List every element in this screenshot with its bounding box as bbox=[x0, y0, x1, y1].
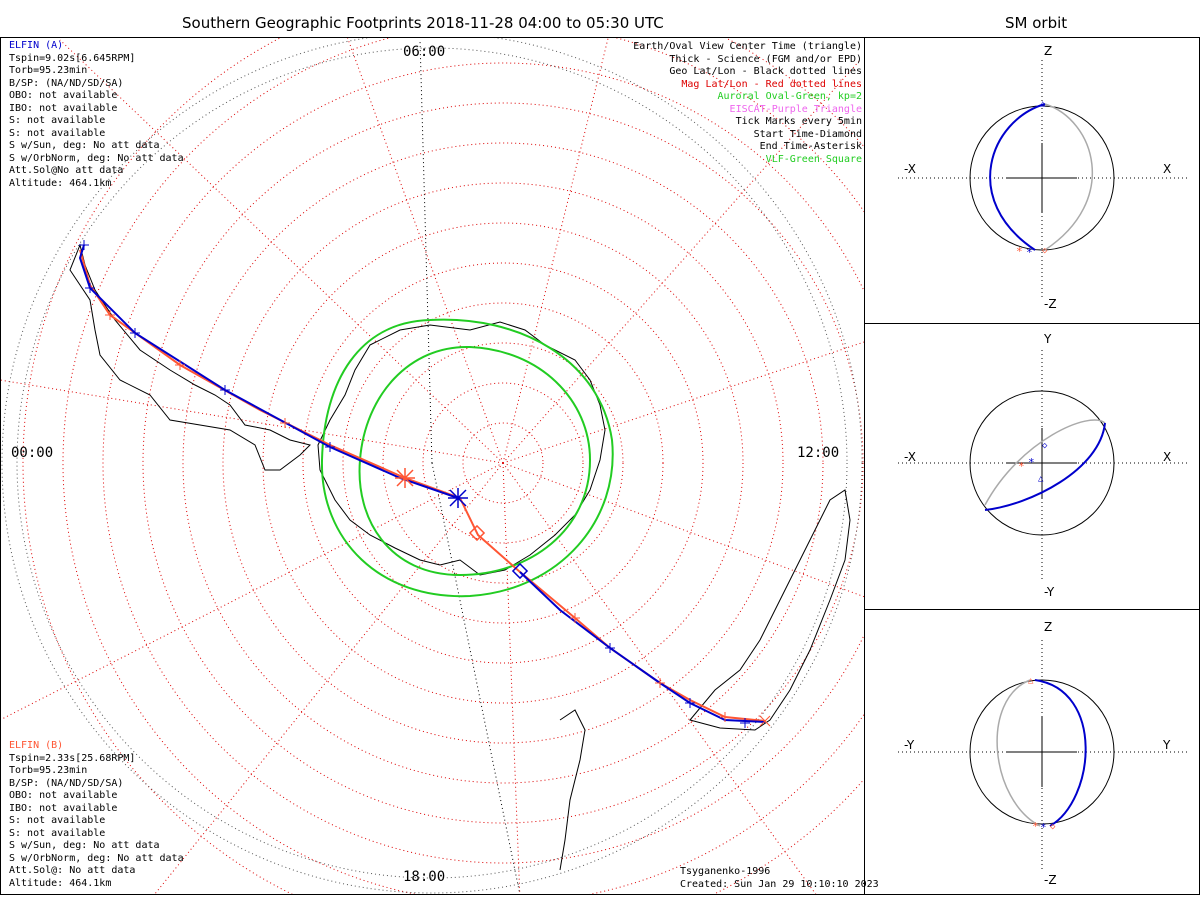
auroral-oval-outer bbox=[320, 318, 614, 598]
sm1-label-top: Z bbox=[1044, 44, 1053, 58]
elfin-b-line: B/SP: (NA/ND/SD/SA) bbox=[9, 777, 124, 789]
legend-item: Thick - Science (FGM and/or EPD) bbox=[669, 53, 862, 65]
elfin-a-name: ELFIN (A) bbox=[9, 40, 64, 51]
sm2-label-top: Y bbox=[1044, 332, 1052, 346]
legend-item: End Time-Asterisk bbox=[759, 141, 862, 152]
tick-marks-b bbox=[105, 310, 730, 722]
elfin-a-line: S: not available bbox=[9, 127, 106, 139]
svg-text:◇: ◇ bbox=[1042, 441, 1048, 451]
africa-coastline bbox=[559, 709, 586, 871]
elfin-a-line: OBO: not available bbox=[9, 90, 118, 101]
sm2-label-bottom: -Y bbox=[1044, 585, 1055, 599]
svg-text:*: * bbox=[1032, 820, 1039, 833]
legend-item: Mag Lat/Lon - Red dotted lines bbox=[681, 78, 862, 90]
geo-lon-lines bbox=[419, 39, 521, 894]
svg-text:◇: ◇ bbox=[1050, 822, 1056, 832]
elfin-a-track-2 bbox=[519, 571, 766, 723]
sm1-label-left: -X bbox=[904, 162, 916, 176]
legend-item: EISCAT-Purple Triangle bbox=[729, 103, 862, 115]
elfin-b-line: Att.Sol@: No att data bbox=[9, 865, 136, 876]
elfin-b-line: S: not available bbox=[9, 827, 106, 839]
mag-lon-lines bbox=[1, 38, 864, 894]
elfin-a-line: S w/OrbNorm, deg: No att data bbox=[9, 152, 184, 164]
svg-text:△: △ bbox=[1038, 474, 1044, 484]
elfin-a-line: S w/Sun, deg: No att data bbox=[9, 140, 160, 151]
elfin-b-name: ELFIN (B) bbox=[9, 740, 64, 751]
legend-item: Geo Lat/Lon - Black dotted lines bbox=[669, 66, 862, 77]
sm-orbit-title: SM orbit bbox=[1005, 14, 1068, 32]
start-diamond-a bbox=[511, 562, 529, 580]
sm1-label-right: X bbox=[1163, 162, 1172, 176]
elfin-b-line: S w/Sun, deg: No att data bbox=[9, 840, 160, 851]
elfin-b-line: Tspin=2.33s[25.68RPM] bbox=[9, 752, 136, 764]
elfin-a-line: IBO: not available bbox=[9, 102, 118, 114]
legend-item: VLF-Green Square bbox=[765, 153, 862, 165]
lt-label-right: 12:00 bbox=[797, 445, 840, 461]
start-diamond-b bbox=[468, 524, 486, 542]
elfin-a-line: Torb=95.23min bbox=[9, 65, 88, 76]
lt-label-top: 06:00 bbox=[403, 44, 446, 60]
legend-item: Start Time-Diamond bbox=[753, 128, 862, 140]
svg-text:*: * bbox=[1016, 245, 1023, 258]
sm-orbit-plot-xz: △ * * ◇ bbox=[898, 60, 1190, 300]
legend-item: Earth/Oval View Center Time (triangle) bbox=[633, 41, 862, 52]
svg-text:*: * bbox=[1028, 456, 1035, 469]
sm2-label-right: X bbox=[1163, 450, 1172, 464]
elfin-b-line: OBO: not available bbox=[9, 790, 118, 801]
sm3-label-left: -Y bbox=[904, 738, 915, 752]
elfin-b-line: Altitude: 464.1km bbox=[9, 877, 112, 889]
created-timestamp: Created: Sun Jan 29 10:10:10 2023 bbox=[680, 878, 879, 890]
australia-coastline bbox=[689, 489, 851, 731]
footer-info: Tsyganenko-1996 Created: Sun Jan 29 10:1… bbox=[680, 866, 879, 891]
elfin-a-line: S: not available bbox=[9, 115, 106, 126]
end-asterisk-a bbox=[448, 488, 468, 508]
mag-lat-circles bbox=[22, 38, 864, 894]
elfin-a-info: ELFIN (A) Tspin=9.02s[6.645RPM] Torb=95.… bbox=[9, 40, 184, 190]
sm3-label-right: Y bbox=[1163, 738, 1171, 752]
sm-orbit-plot-yz: △ * * ◇ bbox=[898, 640, 1190, 870]
antarctica-coastline bbox=[317, 321, 606, 576]
elfin-a-line: B/SP: (NA/ND/SD/SA) bbox=[9, 77, 124, 89]
auroral-oval-inner bbox=[358, 345, 592, 577]
elfin-a-line: Tspin=9.02s[6.645RPM] bbox=[9, 52, 136, 64]
end-asterisk-b bbox=[395, 468, 415, 488]
svg-text:*: * bbox=[1026, 246, 1033, 259]
legend-item: Tick Marks every 5min bbox=[735, 116, 862, 127]
lt-label-left: 00:00 bbox=[11, 445, 54, 461]
legend: Earth/Oval View Center Time (triangle) T… bbox=[633, 41, 862, 166]
elfin-b-line: IBO: not available bbox=[9, 802, 118, 814]
legend-item: Auroral Oval-Green, kp=2 bbox=[717, 91, 863, 102]
elfin-b-line: S w/OrbNorm, deg: No att data bbox=[9, 852, 184, 864]
svg-text:*: * bbox=[1018, 460, 1025, 473]
elfin-a-line: Att.Sol@No att data bbox=[9, 165, 124, 176]
sm2-label-left: -X bbox=[904, 450, 916, 464]
sm1-label-bottom: -Z bbox=[1044, 297, 1057, 311]
tick-marks-a bbox=[79, 240, 750, 728]
svg-text:*: * bbox=[1040, 821, 1047, 834]
sm3-label-top: Z bbox=[1044, 620, 1053, 634]
track-end-star bbox=[759, 715, 771, 727]
sm3-label-bottom: -Z bbox=[1044, 873, 1057, 887]
geo-lat-circles bbox=[1, 38, 863, 894]
model-name: Tsyganenko-1996 bbox=[680, 866, 771, 877]
svg-text:△: △ bbox=[1040, 99, 1046, 109]
sm-orbit-plot-xy: * * ◇ △ bbox=[898, 350, 1190, 580]
elfin-b-line: S: not available bbox=[9, 815, 106, 826]
svg-text:◇: ◇ bbox=[1042, 246, 1048, 256]
svg-text:△: △ bbox=[1028, 676, 1034, 686]
south-america-coastline bbox=[69, 243, 311, 471]
lt-label-bottom: 18:00 bbox=[403, 869, 446, 885]
elfin-a-line: Altitude: 464.1km bbox=[9, 177, 112, 189]
elfin-b-line: Torb=95.23min bbox=[9, 765, 88, 776]
main-title: Southern Geographic Footprints 2018-11-2… bbox=[182, 14, 664, 32]
elfin-b-info: ELFIN (B) Tspin=2.33s[25.68RPM] Torb=95.… bbox=[9, 740, 184, 890]
